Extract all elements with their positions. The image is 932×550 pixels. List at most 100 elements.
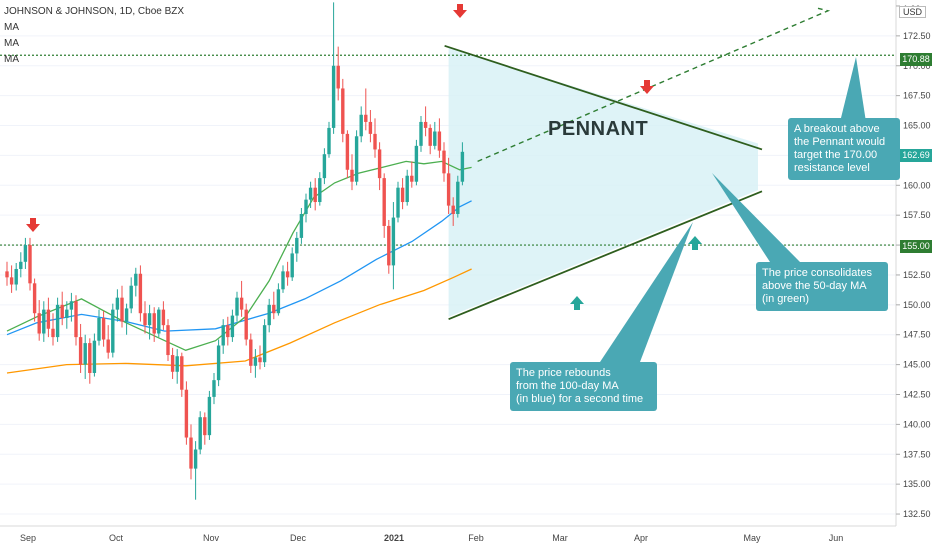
y-tick-label: 147.50 <box>903 330 931 340</box>
candle-body <box>134 273 138 286</box>
candle-body <box>124 308 129 322</box>
ma-legend-1: MA <box>4 22 19 33</box>
pennant-lower-line <box>448 190 763 321</box>
candle-body <box>359 114 363 137</box>
ma200-line <box>6 268 472 374</box>
candle-body <box>19 261 23 269</box>
price-tag-support: 155.00 <box>900 240 932 253</box>
callout-breakout: A breakout above the Pennant would targe… <box>788 118 900 180</box>
y-tick-label: 140.00 <box>903 419 931 429</box>
candle-body <box>28 245 32 284</box>
x-tick-label: Dec <box>290 533 307 543</box>
candle-body <box>115 297 120 310</box>
candle-body <box>92 340 97 373</box>
candle-body <box>276 289 281 314</box>
pennant-trendlines <box>444 7 831 321</box>
candle-body <box>456 181 460 214</box>
candle-body <box>147 313 152 326</box>
pennant-zone <box>448 47 758 317</box>
candle-body <box>239 297 244 310</box>
candles <box>5 2 465 500</box>
candle-body <box>299 213 304 238</box>
candle-body <box>391 217 396 266</box>
candle-body <box>405 175 409 203</box>
candle-body <box>382 178 386 226</box>
candle-body <box>83 343 87 365</box>
candle-body <box>442 150 446 174</box>
candle-body <box>175 356 179 372</box>
candle-body <box>88 343 92 373</box>
y-tick-label: 145.00 <box>903 360 931 370</box>
candle-body <box>221 325 225 346</box>
pennant-label: PENNANT <box>548 118 649 140</box>
price-tag-current: 162.69 <box>900 149 932 162</box>
callout-rebound-pointer <box>600 222 693 362</box>
candle-body <box>55 304 60 338</box>
candle-body <box>5 271 9 278</box>
candle-body <box>46 309 51 329</box>
candle-body <box>244 309 248 340</box>
candle-body <box>23 245 28 262</box>
candle-body <box>249 339 253 366</box>
candle-body <box>9 277 14 285</box>
candle-body <box>322 154 327 179</box>
candle-body <box>272 304 276 314</box>
candle-body <box>203 417 207 436</box>
y-tick-label: 132.50 <box>903 509 931 519</box>
candle-body <box>400 187 405 203</box>
candle-body <box>143 313 147 326</box>
candle-body <box>354 136 359 182</box>
candle-body <box>336 65 340 89</box>
y-tick-label: 150.00 <box>903 300 931 310</box>
candle-body <box>65 309 69 318</box>
currency-badge: USD <box>898 6 926 18</box>
candle-body <box>267 304 271 326</box>
candle-body <box>364 114 368 122</box>
down-arrow-sep <box>26 218 40 232</box>
callout-consolidates-pointer <box>712 173 800 262</box>
annotations <box>26 4 866 362</box>
candle-body <box>235 297 239 316</box>
price-tag-resistance: 170.88 <box>900 53 932 66</box>
up-arrow-apr <box>688 236 702 250</box>
symbol-title: JOHNSON & JOHNSON, 1D, Cboe BZX <box>4 6 185 17</box>
candle-body <box>331 65 336 128</box>
candle-body <box>350 169 354 182</box>
candle-body <box>373 133 377 150</box>
candle-body <box>101 317 106 340</box>
breakout-projection <box>477 7 831 163</box>
candle-body <box>253 357 258 366</box>
x-tick-label: Nov <box>203 533 220 543</box>
candle-body <box>120 297 124 322</box>
callout-breakout-pointer <box>840 57 866 122</box>
candle-body <box>437 131 442 151</box>
candle-body <box>433 131 437 146</box>
y-tick-label: 172.50 <box>903 31 931 41</box>
candle-body <box>313 187 317 203</box>
candle-body <box>170 355 175 372</box>
ma-legend-3: MA <box>4 54 19 65</box>
x-tick-label: Mar <box>552 533 568 543</box>
y-tick-label: 142.50 <box>903 390 931 400</box>
x-tick-label: May <box>743 533 761 543</box>
x-tick-label: Jun <box>829 533 844 543</box>
candle-body <box>189 437 193 469</box>
ma-legend-2: MA <box>4 38 19 49</box>
candle-body <box>180 356 184 390</box>
y-tick-label: 160.00 <box>903 180 931 190</box>
x-tick-label: Apr <box>634 533 648 543</box>
x-tick-label: Feb <box>468 533 484 543</box>
candle-body <box>166 325 170 356</box>
candle-body <box>138 273 143 314</box>
candle-body <box>212 380 216 397</box>
candle-body <box>327 127 331 155</box>
candle-body <box>157 309 161 334</box>
candle-body <box>290 253 294 278</box>
down-arrow-jan <box>453 4 467 18</box>
y-tick-label: 137.50 <box>903 449 931 459</box>
callout-rebound: The price rebounds from the 100-day MA (… <box>510 362 657 411</box>
candle-body <box>42 309 46 334</box>
candle-body <box>51 328 55 338</box>
candle-body <box>304 199 308 214</box>
candle-body <box>341 88 345 134</box>
